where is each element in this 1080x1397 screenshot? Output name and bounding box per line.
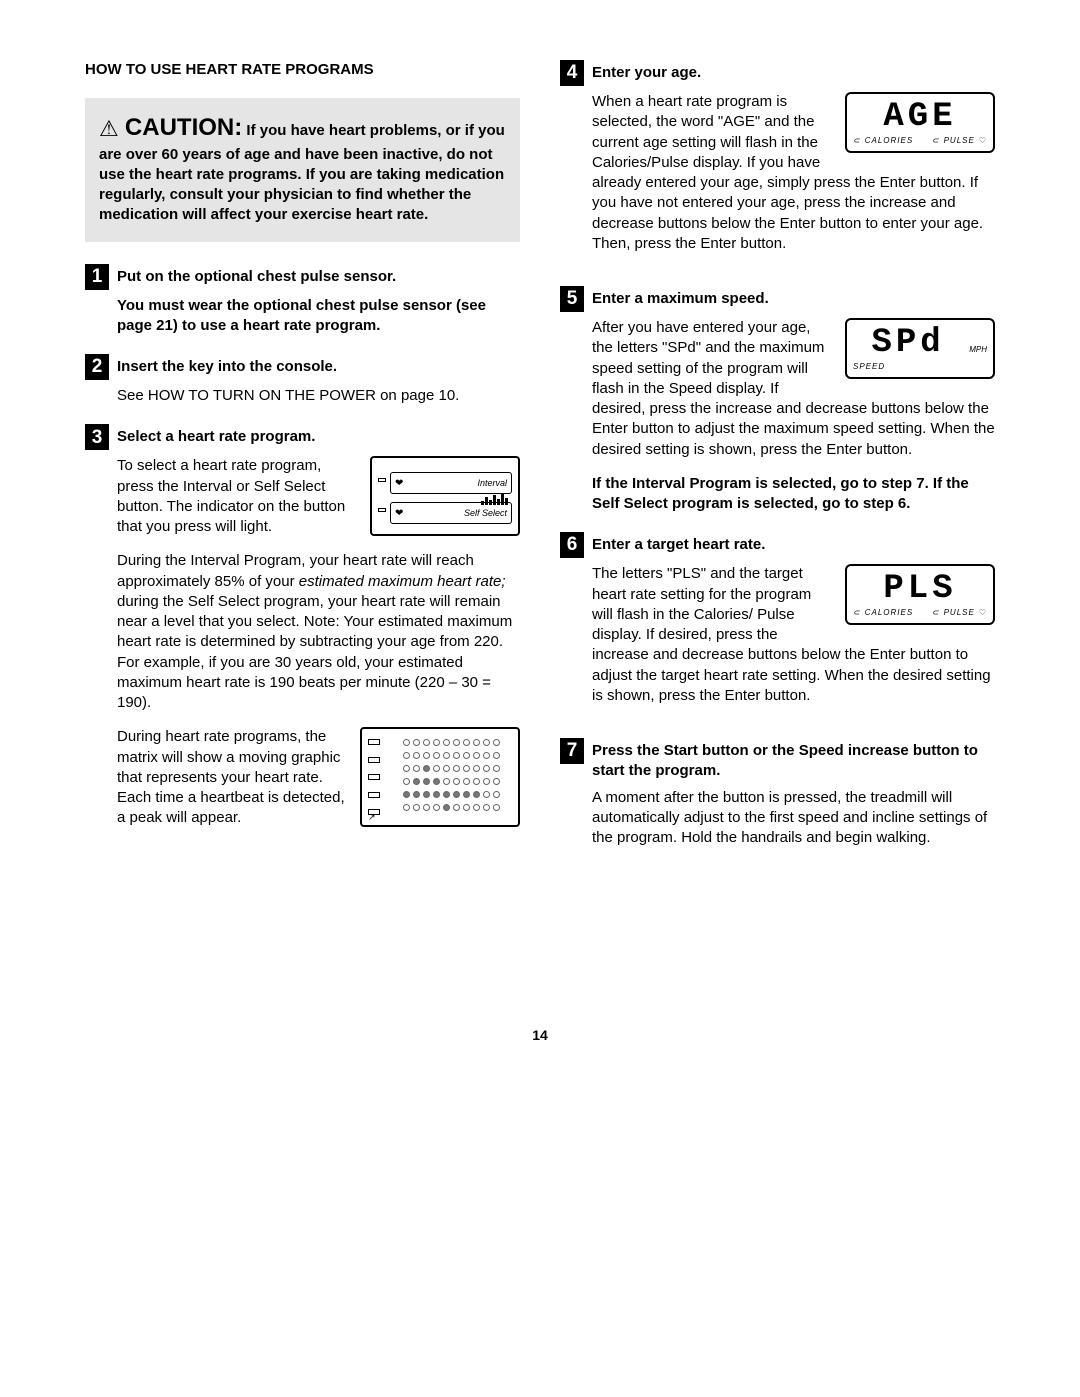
- step-title: Enter a target heart rate.: [592, 535, 765, 555]
- speed-display-value: SPd: [847, 320, 969, 360]
- page-columns: HOW TO USE HEART RATE PROGRAMS ⚠ CAUTION…: [85, 60, 995, 866]
- step-title: Press the Start button or the Speed incr…: [592, 741, 995, 782]
- step-5-p2: If the Interval Program is selected, go …: [592, 474, 995, 515]
- step-7-p1: A moment after the button is pressed, th…: [592, 788, 995, 849]
- step-1-p1: You must wear the optional chest pulse s…: [117, 296, 520, 337]
- step-title: Enter a maximum speed.: [592, 289, 769, 309]
- step-1-body: You must wear the optional chest pulse s…: [117, 296, 520, 337]
- age-display-figure: AGE ⊂CALORIES ⊂PULSE ♡: [845, 92, 995, 153]
- matrix-figure: ↗: [360, 727, 520, 827]
- step-7-body: A moment after the button is pressed, th…: [592, 788, 995, 849]
- step-6-header: 6 Enter a target heart rate.: [560, 532, 995, 558]
- step-3-body: ❤ Interval ❤Self Select To select a hear…: [117, 456, 520, 842]
- step-2-header: 2 Insert the key into the console.: [85, 354, 520, 380]
- step-6-body: PLS ⊂CALORIES ⊂PULSE ♡ The letters "PLS"…: [592, 564, 995, 720]
- right-column: 4 Enter your age. AGE ⊂CALORIES ⊂PULSE ♡…: [560, 60, 995, 866]
- pls-display-value: PLS: [847, 566, 993, 606]
- step-number: 1: [85, 264, 109, 290]
- left-column: HOW TO USE HEART RATE PROGRAMS ⚠ CAUTION…: [85, 60, 520, 866]
- step-number: 3: [85, 424, 109, 450]
- step-2-p1: See HOW TO TURN ON THE POWER on page 10.: [117, 386, 520, 406]
- step-number: 2: [85, 354, 109, 380]
- selfselect-button-label: Self Select: [464, 507, 507, 519]
- step-title: Select a heart rate program.: [117, 427, 315, 447]
- console-buttons-figure: ❤ Interval ❤Self Select: [370, 456, 520, 536]
- step-2-body: See HOW TO TURN ON THE POWER on page 10.: [117, 386, 520, 406]
- speed-display-figure: SPd MPH SPEED: [845, 318, 995, 379]
- caution-word: CAUTION:: [125, 114, 242, 141]
- pls-display-figure: PLS ⊂CALORIES ⊂PULSE ♡: [845, 564, 995, 625]
- step-number: 4: [560, 60, 584, 86]
- step-5-body: SPd MPH SPEED After you have entered you…: [592, 318, 995, 514]
- step-number: 5: [560, 286, 584, 312]
- step-4-header: 4 Enter your age.: [560, 60, 995, 86]
- warning-icon: ⚠: [99, 114, 119, 144]
- step-1-header: 1 Put on the optional chest pulse sensor…: [85, 264, 520, 290]
- page-number: 14: [85, 1026, 995, 1045]
- step-7-header: 7 Press the Start button or the Speed in…: [560, 738, 995, 782]
- step-4-body: AGE ⊂CALORIES ⊂PULSE ♡ When a heart rate…: [592, 92, 995, 268]
- step-3-p2: During the Interval Program, your heart …: [117, 551, 520, 713]
- step-title: Enter your age.: [592, 63, 701, 83]
- caution-box: ⚠ CAUTION: If you have heart problems, o…: [85, 98, 520, 241]
- step-number: 6: [560, 532, 584, 558]
- step-3-header: 3 Select a heart rate program.: [85, 424, 520, 450]
- step-5-header: 5 Enter a maximum speed.: [560, 286, 995, 312]
- interval-button-label: Interval: [477, 477, 507, 489]
- section-title: HOW TO USE HEART RATE PROGRAMS: [85, 60, 520, 80]
- step-number: 7: [560, 738, 584, 764]
- age-display-value: AGE: [847, 94, 993, 134]
- step-title: Insert the key into the console.: [117, 357, 337, 377]
- step-title: Put on the optional chest pulse sensor.: [117, 267, 396, 287]
